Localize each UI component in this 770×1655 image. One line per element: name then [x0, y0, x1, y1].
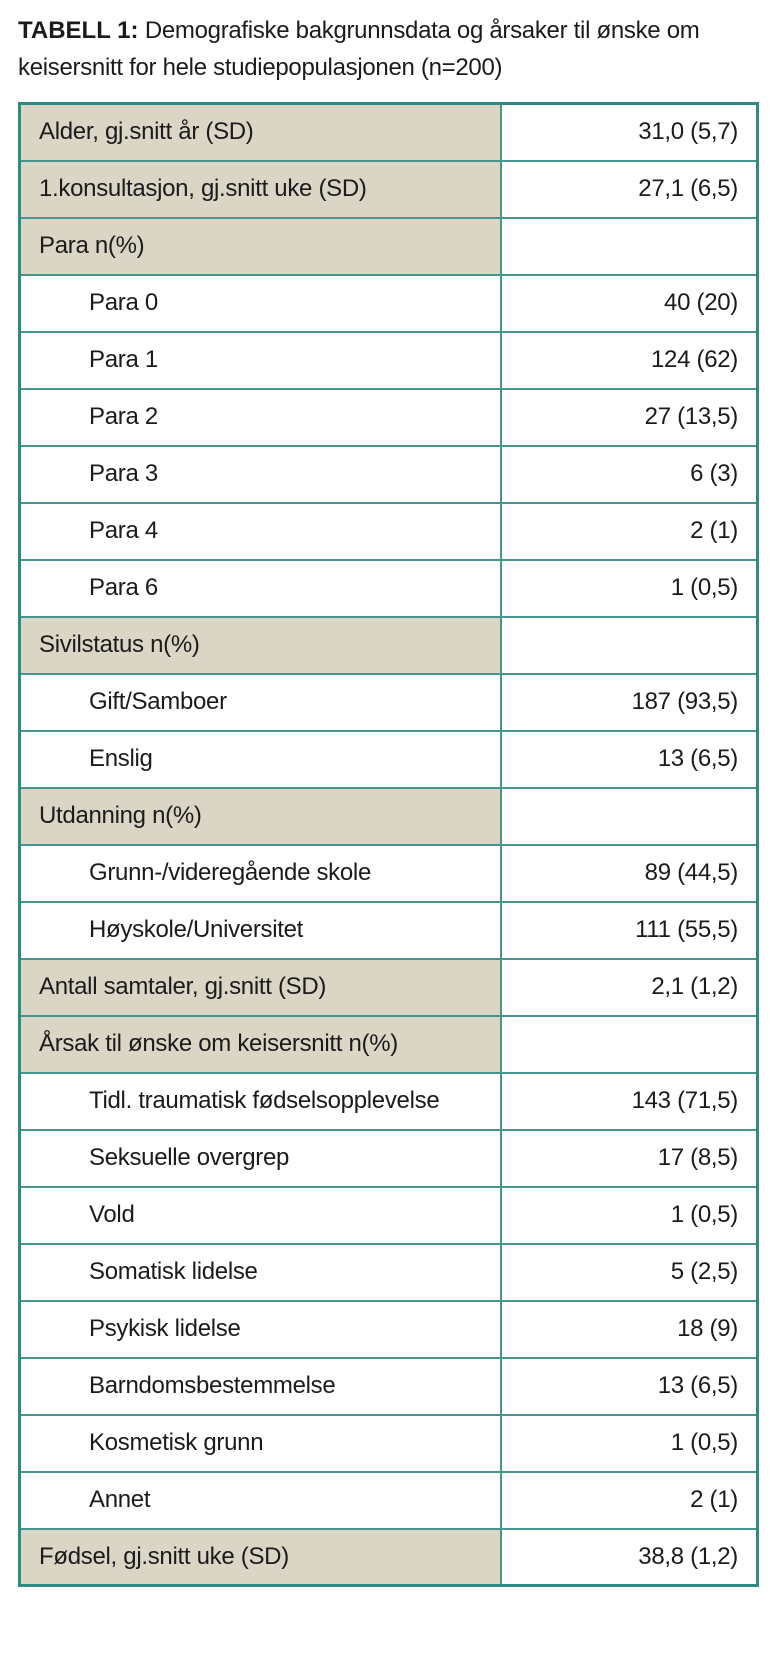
row-value: 1 (0,5) — [499, 558, 759, 618]
table-row: Sivilstatus n(%) — [18, 615, 759, 675]
row-value: 5 (2,5) — [499, 1242, 759, 1302]
table-row: Grunn-/videregående skole 89 (44,5) — [18, 843, 759, 903]
row-label: Gift/Samboer — [18, 672, 502, 732]
row-label: Annet — [18, 1470, 502, 1530]
row-label: Para 1 — [18, 330, 502, 390]
row-value: 31,0 (5,7) — [499, 102, 759, 162]
row-label: Alder, gj.snitt år (SD) — [18, 102, 502, 162]
table-row: Alder, gj.snitt år (SD) 31,0 (5,7) — [18, 102, 759, 162]
table-row: Seksuelle overgrep 17 (8,5) — [18, 1128, 759, 1188]
row-value — [499, 786, 759, 846]
row-label: Antall samtaler, gj.snitt (SD) — [18, 957, 502, 1017]
row-value: 2,1 (1,2) — [499, 957, 759, 1017]
table-row: Para n(%) — [18, 216, 759, 276]
row-label: Tidl. traumatisk fødselsopplevelse — [18, 1071, 502, 1131]
row-value: 2 (1) — [499, 501, 759, 561]
row-label: Sivilstatus n(%) — [18, 615, 502, 675]
table-row: Somatisk lidelse 5 (2,5) — [18, 1242, 759, 1302]
row-label: Para 6 — [18, 558, 502, 618]
row-label: Para n(%) — [18, 216, 502, 276]
table-body: Alder, gj.snitt år (SD) 31,0 (5,7) 1.konsu… — [18, 102, 759, 1587]
row-value: 1 (0,5) — [499, 1185, 759, 1245]
row-value — [499, 1014, 759, 1074]
table-row: Barndomsbestemmelse 13 (6,5) — [18, 1356, 759, 1416]
row-value: 1 (0,5) — [499, 1413, 759, 1473]
table-row: Gift/Samboer 187 (93,5) — [18, 672, 759, 732]
row-label: Para 0 — [18, 273, 502, 333]
row-label: Para 2 — [18, 387, 502, 447]
row-value: 13 (6,5) — [499, 1356, 759, 1416]
row-label: Fødsel, gj.snitt uke (SD) — [18, 1527, 502, 1587]
table-row: Para 2 27 (13,5) — [18, 387, 759, 447]
table-row: Kosmetisk grunn 1 (0,5) — [18, 1413, 759, 1473]
row-label: Para 3 — [18, 444, 502, 504]
row-label: Årsak til ønske om keisersnitt n(%) — [18, 1014, 502, 1074]
table-row: Annet 2 (1) — [18, 1470, 759, 1530]
row-value: 38,8 (1,2) — [499, 1527, 759, 1587]
row-label: Barndomsbestemmelse — [18, 1356, 502, 1416]
row-label: Para 4 — [18, 501, 502, 561]
page: TABELL 1: Demografiske bakgrunnsdata og … — [18, 12, 760, 1587]
row-value: 27,1 (6,5) — [499, 159, 759, 219]
table-row: Para 1 124 (62) — [18, 330, 759, 390]
table-row: Høyskole/Universitet 111 (55,5) — [18, 900, 759, 960]
row-value: 17 (8,5) — [499, 1128, 759, 1188]
row-label: Høyskole/Universitet — [18, 900, 502, 960]
row-value — [499, 615, 759, 675]
row-value: 18 (9) — [499, 1299, 759, 1359]
row-label: Psykisk lidelse — [18, 1299, 502, 1359]
table-row: Antall samtaler, gj.snitt (SD) 2,1 (1,2) — [18, 957, 759, 1017]
demographics-table: Alder, gj.snitt år (SD) 31,0 (5,7) 1.konsu… — [18, 102, 759, 1587]
row-value: 187 (93,5) — [499, 672, 759, 732]
row-value — [499, 216, 759, 276]
table-row: Enslig 13 (6,5) — [18, 729, 759, 789]
row-value: 111 (55,5) — [499, 900, 759, 960]
row-value: 6 (3) — [499, 444, 759, 504]
row-label: Kosmetisk grunn — [18, 1413, 502, 1473]
table-row: Para 0 40 (20) — [18, 273, 759, 333]
row-value: 89 (44,5) — [499, 843, 759, 903]
row-label: Utdanning n(%) — [18, 786, 502, 846]
row-label: Grunn-/videregående skole — [18, 843, 502, 903]
table-row: Vold 1 (0,5) — [18, 1185, 759, 1245]
row-label: Seksuelle overgrep — [18, 1128, 502, 1188]
table-row: Utdanning n(%) — [18, 786, 759, 846]
row-value: 27 (13,5) — [499, 387, 759, 447]
row-label: Somatisk lidelse — [18, 1242, 502, 1302]
table-caption-text: Demografiske bakgrunnsdata og årsaker ti… — [18, 17, 700, 81]
table-row: Årsak til ønske om keisersnitt n(%) — [18, 1014, 759, 1074]
row-value: 40 (20) — [499, 273, 759, 333]
row-value: 124 (62) — [499, 330, 759, 390]
table-caption-label: TABELL 1: — [18, 17, 139, 44]
row-label: Enslig — [18, 729, 502, 789]
table-caption: TABELL 1: Demografiske bakgrunnsdata og … — [18, 12, 760, 86]
row-value: 2 (1) — [499, 1470, 759, 1530]
row-label: 1.konsultasjon, gj.snitt uke (SD) — [18, 159, 502, 219]
row-label: Vold — [18, 1185, 502, 1245]
row-value: 143 (71,5) — [499, 1071, 759, 1131]
table-row: 1.konsultasjon, gj.snitt uke (SD) 27,1 (6… — [18, 159, 759, 219]
row-value: 13 (6,5) — [499, 729, 759, 789]
table-row: Tidl. traumatisk fødselsopplevelse 143 (7… — [18, 1071, 759, 1131]
table-row: Fødsel, gj.snitt uke (SD) 38,8 (1,2) — [18, 1527, 759, 1587]
table-row: Psykisk lidelse 18 (9) — [18, 1299, 759, 1359]
